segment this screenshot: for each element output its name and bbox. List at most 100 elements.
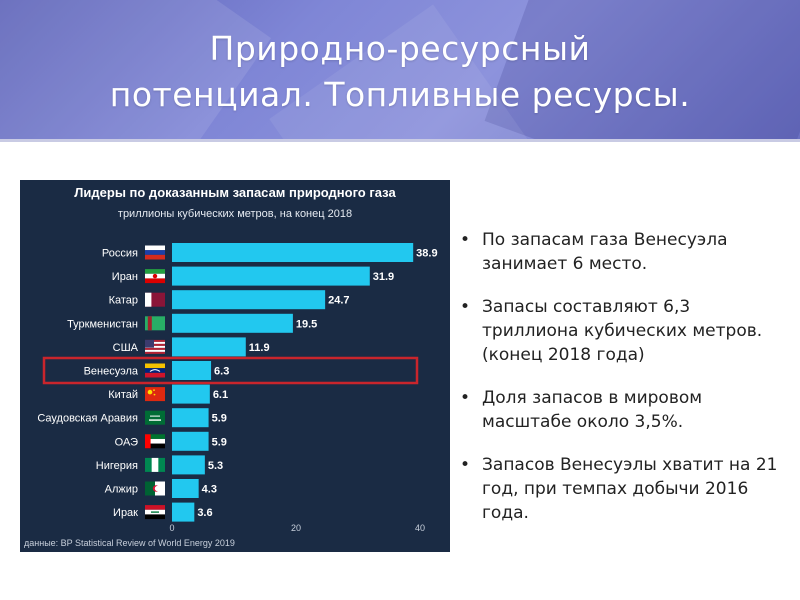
flag-part <box>145 351 165 354</box>
flag-part <box>145 514 165 520</box>
qatar-flag-icon <box>145 292 165 307</box>
value-label: 24.7 <box>328 295 349 307</box>
category-label: Алжир <box>105 484 138 496</box>
flag-part <box>145 481 155 496</box>
flag-part <box>151 511 159 513</box>
chart-subtitle: триллионы кубических метров, на конец 20… <box>118 208 352 220</box>
category-label: США <box>113 342 139 354</box>
flag-part <box>145 343 165 346</box>
bullet-text: Запасов Венесуэлы хватит на 21 год, при … <box>482 455 778 523</box>
flag-part <box>145 443 165 449</box>
x-axis: 0 20 40 <box>169 523 425 533</box>
bullet-marker: • <box>460 455 471 475</box>
value-label: 11.9 <box>249 342 270 354</box>
slide-title: Природно-ресурсный потенциал. Топливные … <box>109 29 691 114</box>
value-label: 6.3 <box>214 366 229 378</box>
flag-part <box>153 393 156 396</box>
flag-part <box>155 481 165 496</box>
category-label: Саудовская Аравия <box>37 413 138 425</box>
china-flag-icon <box>145 387 165 402</box>
flag-part <box>145 250 165 255</box>
value-label: 19.5 <box>296 318 317 330</box>
slide-header: Природно-ресурсный потенциал. Топливные … <box>0 0 800 140</box>
flag-part <box>153 389 155 391</box>
bar <box>172 290 326 310</box>
flag-part <box>145 434 151 449</box>
flag-part <box>145 363 165 369</box>
bullet-item: • Доля запасов в мировом масштабе около 3… <box>458 386 788 434</box>
flag-part <box>145 245 165 251</box>
x-tick-label: 20 <box>291 523 301 533</box>
category-label: Нигерия <box>96 460 138 472</box>
bullet-item: • Запасов Венесуэлы хватит на 21 год, при… <box>458 453 788 525</box>
bullet-marker: • <box>460 230 471 250</box>
flag-part <box>145 278 165 284</box>
bullet-list: • По запасам газа Венесуэла занимает 6 ме… <box>458 228 788 544</box>
category-label: ОАЭ <box>115 436 138 448</box>
bullet-text: Доля запасов в мировом масштабе около 3,… <box>482 388 703 432</box>
bar <box>172 266 370 286</box>
x-tick-label: 40 <box>415 523 425 533</box>
flag-part <box>147 389 153 395</box>
category-label: Ирак <box>113 507 138 519</box>
value-label: 3.6 <box>197 507 212 519</box>
flag-part <box>149 419 161 421</box>
gas-reserves-chart: Лидеры по доказанным запасам природного … <box>20 180 450 552</box>
bullet-text: По запасам газа Венесуэла занимает 6 мес… <box>482 230 728 274</box>
flag-part <box>152 273 158 279</box>
category-label: Туркменистан <box>67 318 138 330</box>
usa-flag-icon <box>145 339 165 354</box>
flag-part <box>151 457 159 472</box>
value-label: 5.3 <box>208 460 223 472</box>
flag-part <box>145 372 165 378</box>
flag-part <box>145 349 165 352</box>
bullet-item: • Запасы составляют 6,3 триллиона кубичес… <box>458 295 788 367</box>
bar <box>172 408 209 428</box>
flag-part <box>145 368 165 373</box>
flag-part <box>145 339 154 348</box>
flag-part <box>145 505 165 510</box>
value-label: 4.3 <box>202 484 217 496</box>
value-label: 31.9 <box>373 271 394 283</box>
russia-flag-icon <box>145 245 165 260</box>
bullet-marker: • <box>460 297 471 317</box>
chart-canvas: Лидеры по доказанным запасам природного … <box>24 185 438 548</box>
bullet-item: • По запасам газа Венесуэла занимает 6 ме… <box>458 228 788 276</box>
category-label: Китай <box>108 389 138 401</box>
flag-part <box>154 485 160 492</box>
x-tick-label: 0 <box>169 523 174 533</box>
value-label: 6.1 <box>213 389 228 401</box>
category-label: Россия <box>102 248 138 260</box>
bar <box>172 313 293 333</box>
flag-part <box>145 292 152 307</box>
value-label: 5.9 <box>212 413 227 425</box>
chart-title: Лидеры по доказанным запасам природного … <box>74 185 396 200</box>
flag-part <box>145 434 165 439</box>
uae-flag-icon <box>145 434 165 449</box>
flag-part <box>145 410 165 425</box>
saudi-arabia-flag-icon <box>145 410 165 425</box>
highlight-box <box>42 356 419 385</box>
flag-part <box>145 438 165 444</box>
value-label: 38.9 <box>416 248 437 260</box>
iraq-flag-icon <box>145 505 165 520</box>
chart-source: данные: BP Statistical Review of World E… <box>24 538 235 548</box>
flag-part <box>145 339 165 342</box>
turkmenistan-flag-icon <box>145 316 165 331</box>
algeria-flag-icon <box>145 481 165 496</box>
venezuela-flag-icon <box>145 363 165 378</box>
bullet-marker: • <box>460 388 471 408</box>
bar <box>172 384 210 404</box>
bar <box>172 502 195 522</box>
bar <box>172 361 212 380</box>
value-label: 5.9 <box>212 436 227 448</box>
bullet-text: Запасы составляют 6,3 триллиона кубическ… <box>482 297 763 365</box>
bar <box>172 455 205 475</box>
flag-part <box>145 341 165 344</box>
bar <box>172 243 414 262</box>
flag-part <box>145 254 165 260</box>
flag-part <box>150 415 160 417</box>
category-label: Венесуэла <box>84 366 139 378</box>
flag-part <box>145 345 165 348</box>
iran-flag-icon <box>145 269 165 284</box>
